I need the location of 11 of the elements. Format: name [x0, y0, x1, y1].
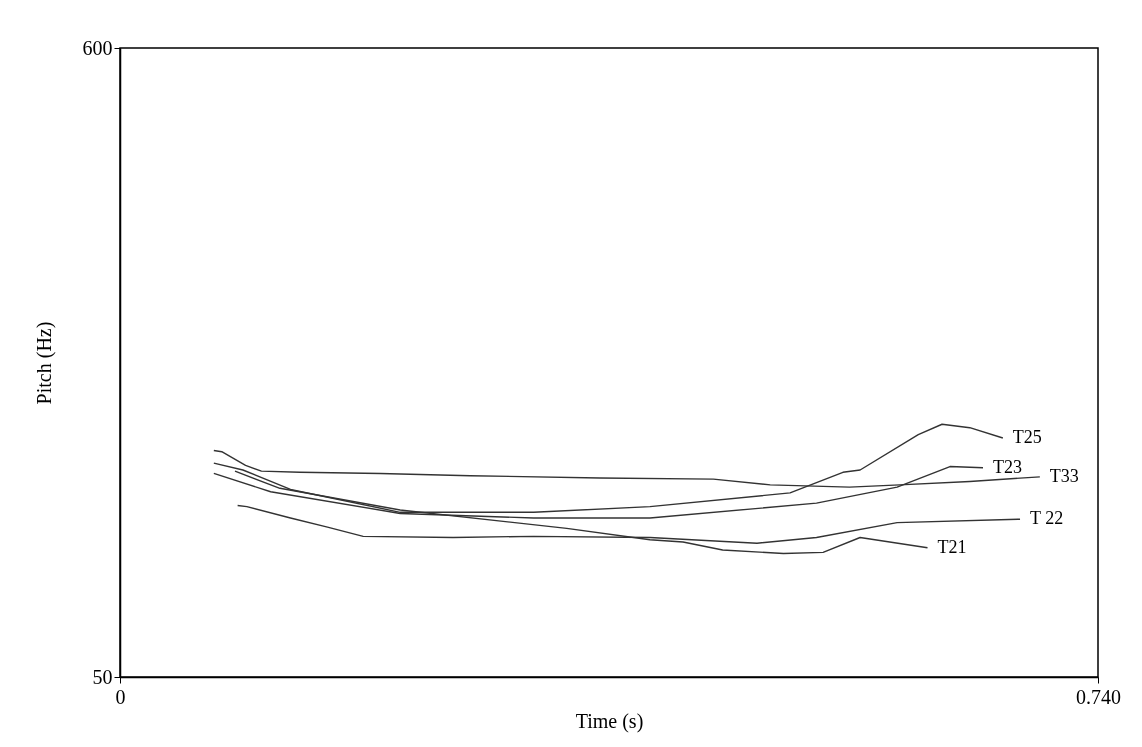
y-tick-label: 50: [92, 665, 113, 688]
series-label: T33: [1049, 465, 1079, 486]
x-axis-title: Time (s): [575, 709, 644, 733]
series-label: T21: [937, 536, 967, 557]
x-tick-label: 0: [115, 685, 126, 708]
y-axis-title: Pitch (Hz): [32, 321, 56, 405]
series-label: T25: [1012, 426, 1042, 447]
series-label: T23: [993, 456, 1023, 477]
x-tick-label: 0.740: [1076, 685, 1121, 708]
series-label: T 22: [1030, 508, 1064, 529]
y-tick-label: 600: [82, 36, 113, 59]
